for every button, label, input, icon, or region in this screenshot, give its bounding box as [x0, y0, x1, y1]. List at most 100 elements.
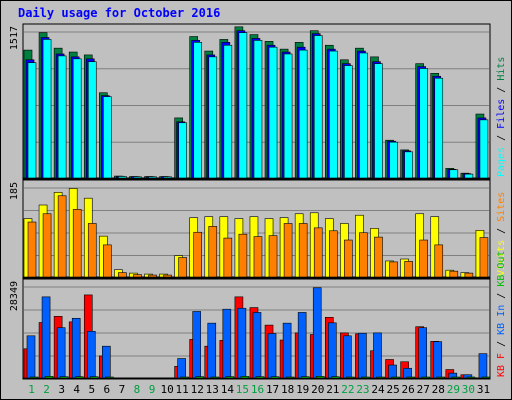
bar-sites-day-23	[359, 232, 368, 278]
bar-kb-out-day-31	[481, 376, 491, 379]
bar-sites-day-29	[449, 270, 459, 278]
bar-pages-day-6	[103, 96, 112, 179]
x-tick-label-8: 8	[134, 383, 141, 396]
bar-pages-day-25	[389, 141, 398, 179]
bar-kb-in-day-4	[71, 317, 81, 379]
bar-kb-out-day-12	[195, 376, 205, 379]
bar-pages-day-23	[359, 52, 368, 179]
bar-kb-out-day-16	[255, 376, 265, 379]
bar-kb-out-day-15	[240, 376, 250, 379]
bar-pages-day-7	[118, 176, 127, 179]
bar-kb-out-day-1	[29, 376, 39, 379]
bar-kb-in-day-22	[343, 335, 352, 379]
bar-pages-day-16	[253, 40, 263, 179]
legend-visits-sites: Visits / Sites	[496, 192, 507, 276]
bar-kb-in-day-16	[252, 312, 262, 379]
bar-kb-out-day-23	[361, 376, 370, 379]
bar-kb-in-day-23	[358, 332, 367, 379]
bar-sites-day-14	[223, 237, 233, 278]
bar-kb-out-day-18	[285, 376, 295, 379]
legend-item: Hits	[496, 57, 507, 81]
bar-kb-out-day-20	[315, 376, 325, 379]
bar-kb-out-day-13	[210, 376, 220, 379]
bar-kb-in-day-15	[237, 307, 247, 379]
bar-pages-day-22	[344, 65, 353, 179]
legend-kbytes: KB F / KB In / KB Out	[496, 251, 507, 377]
x-tick-label-28: 28	[432, 383, 445, 396]
bar-pages-day-1	[27, 62, 37, 179]
x-tick-label-12: 12	[191, 383, 204, 396]
bar-kb-in-day-6	[102, 345, 111, 379]
bar-kb-in-day-12	[192, 311, 202, 379]
bar-kb-in-day-1	[26, 335, 36, 379]
bar-pages-day-2	[42, 39, 52, 179]
bar-pages-day-30	[464, 173, 474, 179]
bar-kb-out-day-26	[406, 376, 415, 379]
legend-item: /	[496, 81, 507, 99]
bar-kb-in-day-20	[312, 287, 322, 379]
bar-kb-in-day-18	[282, 322, 292, 379]
bar-kb-out-day-5	[89, 376, 99, 379]
bar-kb-out-day-17	[270, 376, 280, 379]
x-tick-label-10: 10	[160, 383, 173, 396]
legend-item: Visits	[496, 240, 507, 276]
bar-sites-day-25	[389, 261, 398, 278]
bar-sites-day-5	[87, 223, 97, 278]
bar-pages-day-4	[72, 58, 82, 179]
legend-item: KB Out	[496, 251, 507, 287]
bar-sites-day-10	[163, 274, 172, 278]
bar-kb-in-day-14	[222, 308, 232, 379]
bar-sites-day-12	[193, 231, 203, 278]
bar-sites-day-24	[374, 236, 383, 278]
legend-item: Sites	[496, 192, 507, 222]
x-tick-label-9: 9	[149, 383, 156, 396]
x-tick-label-13: 13	[206, 383, 219, 396]
bar-kb-out-day-24	[376, 376, 385, 379]
bar-kb-out-day-2	[44, 376, 54, 379]
bar-sites-day-11	[178, 257, 187, 278]
legend-item: /	[496, 222, 507, 240]
bar-kb-out-day-14	[225, 376, 235, 379]
max-label-kbytes: 28349	[9, 281, 20, 311]
x-tick-label-18: 18	[281, 383, 294, 396]
bar-sites-day-19	[298, 223, 308, 278]
x-tick-label-17: 17	[266, 383, 279, 396]
legend-hits-pages-files: Pages / Files / Hits	[496, 57, 507, 177]
bar-kb-out-day-27	[421, 376, 430, 379]
bar-pages-day-8	[133, 176, 142, 179]
legend-item: Pages	[496, 147, 507, 177]
bar-kb-in-day-13	[207, 322, 217, 379]
bar-kb-in-day-17	[267, 333, 277, 379]
x-tick-label-3: 3	[58, 383, 65, 396]
x-tick-label-15: 15	[236, 383, 249, 396]
bar-kb-out-day-21	[330, 376, 340, 379]
bar-kb-in-day-24	[373, 332, 382, 379]
x-tick-label-14: 14	[221, 383, 235, 396]
bar-pages-day-14	[223, 44, 233, 179]
x-tick-label-16: 16	[251, 383, 264, 396]
bar-pages-day-15	[238, 32, 248, 179]
x-tick-label-29: 29	[447, 383, 460, 396]
bar-kb-out-day-3	[59, 376, 69, 379]
bar-sites-day-9	[148, 274, 157, 278]
bar-pages-day-11	[178, 122, 187, 179]
max-label-hits-pages-files: 1517	[9, 26, 20, 50]
bar-pages-day-27	[419, 68, 428, 179]
x-tick-label-31: 31	[477, 383, 490, 396]
bar-sites-day-21	[328, 230, 338, 278]
legend-item: Files	[496, 99, 507, 129]
bar-pages-day-29	[449, 169, 459, 179]
x-tick-label-6: 6	[104, 383, 111, 396]
bar-sites-day-2	[42, 213, 52, 278]
bar-pages-day-24	[374, 63, 383, 179]
bar-pages-day-17	[268, 46, 278, 179]
bar-kb-out-day-29	[451, 376, 461, 379]
bar-kb-out-day-4	[74, 376, 84, 379]
x-tick-label-25: 25	[386, 383, 399, 396]
chart-title: Daily usage for October 2016	[18, 6, 221, 20]
x-tick-label-1: 1	[28, 383, 35, 396]
bar-sites-day-6	[103, 244, 112, 278]
x-tick-label-24: 24	[371, 383, 385, 396]
bar-sites-day-20	[313, 227, 323, 278]
